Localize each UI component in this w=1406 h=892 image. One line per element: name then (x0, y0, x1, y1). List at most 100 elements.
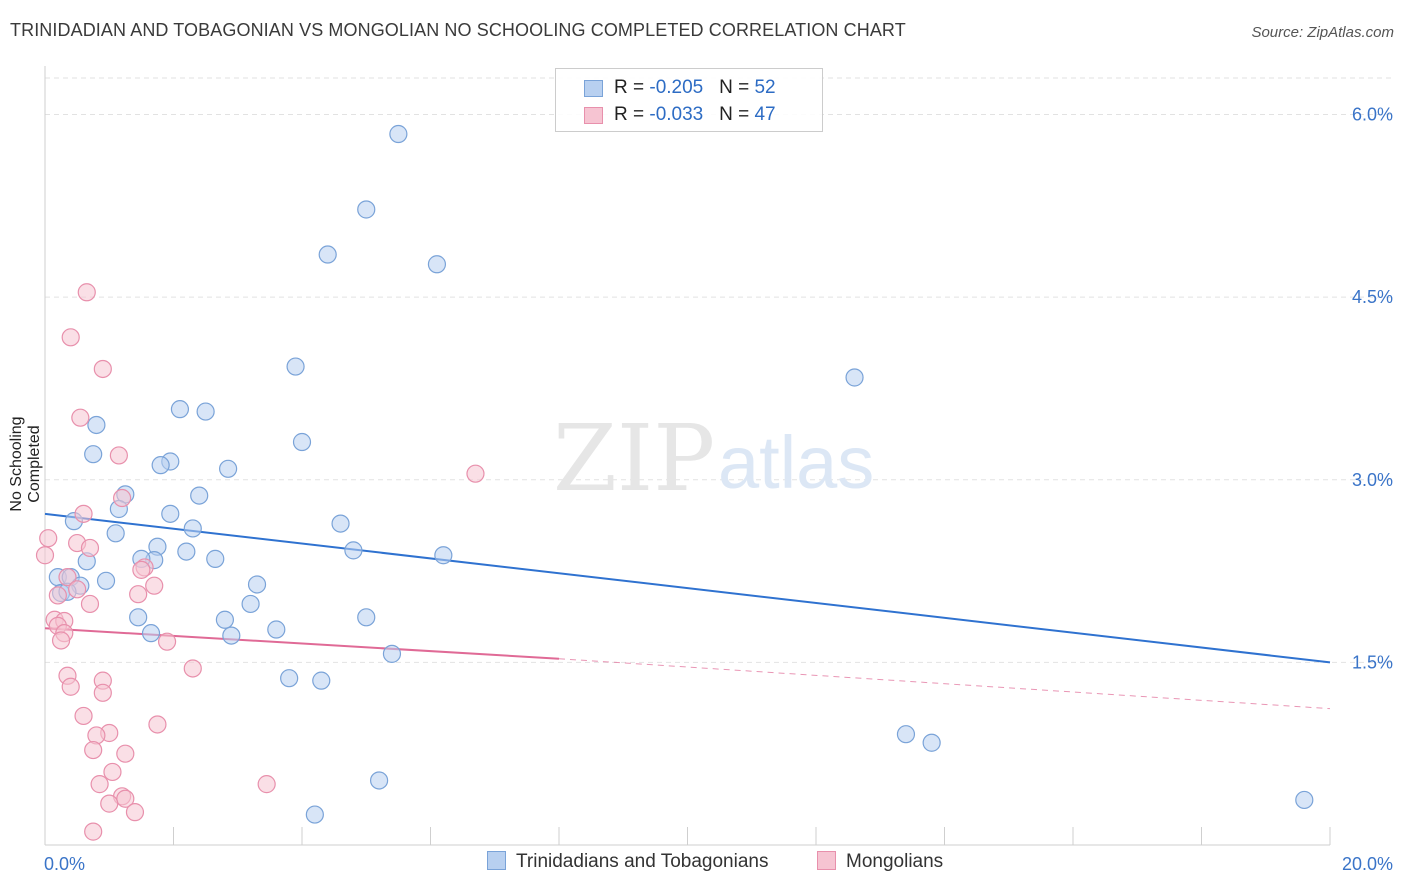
data-point-blue (312, 671, 331, 690)
data-point-blue (190, 486, 209, 505)
data-point-blue (389, 124, 408, 144)
stats-legend: R = -0.205 N = 52 R = -0.033 N = 47 (555, 68, 823, 132)
legend-r-value: -0.205 (649, 77, 704, 98)
data-point-pink (39, 529, 58, 548)
data-point-blue (434, 546, 453, 565)
bottom-legend-swatch-blue (487, 851, 506, 870)
data-point-blue (305, 805, 324, 824)
data-point-blue (292, 432, 312, 452)
data-point-blue (183, 519, 202, 538)
data-point-pink (116, 744, 135, 763)
watermark-atlas: atlas (718, 421, 874, 504)
data-point-blue (106, 524, 125, 543)
data-point-blue (129, 608, 148, 627)
data-point-pink (80, 538, 100, 558)
data-point-pink (71, 408, 90, 427)
data-point-blue (206, 549, 225, 568)
data-point-blue (280, 669, 299, 688)
data-point-blue (84, 445, 103, 464)
bottom-legend-swatch-pink (817, 851, 836, 870)
data-point-blue (370, 771, 389, 790)
y-axis-label: No Schooling Completed (8, 416, 43, 512)
data-point-pink (35, 546, 55, 565)
data-point-pink (58, 568, 77, 587)
data-point-pink (125, 803, 145, 822)
trend-line-pink-extension (558, 658, 1331, 710)
data-point-pink (109, 446, 128, 465)
data-point-pink (48, 586, 67, 605)
data-point-blue (87, 415, 106, 435)
x-tick-label: 20.0% (1342, 854, 1393, 874)
y-tick-label: 4.5% (1352, 287, 1393, 307)
data-point-blue (357, 608, 376, 627)
legend-swatch-pink (584, 107, 603, 124)
data-point-blue (896, 725, 916, 744)
data-point-pink (74, 504, 93, 523)
data-point-pink (51, 631, 71, 650)
data-point-pink (61, 677, 80, 696)
data-point-blue (922, 733, 941, 752)
data-point-pink (132, 560, 151, 579)
data-point-pink (61, 328, 80, 347)
axes: 1.5% 3.0% 4.5% 6.0% 0.0% 20.0% (44, 66, 1393, 874)
data-point-pink (74, 706, 93, 726)
data-point-pink (145, 576, 164, 595)
chart-title: TRINIDADIAN AND TOBAGONIAN VS MONGOLIAN … (10, 20, 906, 40)
data-point-pink (466, 464, 485, 483)
data-point-blue (382, 644, 402, 663)
y-tick-label: 6.0% (1352, 105, 1393, 125)
data-point-blue (318, 245, 337, 264)
data-point-blue (286, 357, 305, 376)
legend-n-value: 52 (754, 77, 776, 98)
data-point-pink (84, 822, 103, 841)
data-point-pink (80, 594, 100, 614)
legend-n-label: N = (719, 104, 755, 125)
data-point-blue (151, 456, 170, 475)
data-point-blue (845, 368, 864, 387)
data-point-pink (257, 775, 276, 794)
legend-r-label: R = (614, 77, 650, 98)
data-point-pink (157, 632, 177, 651)
legend-n-value: 47 (754, 104, 776, 125)
data-point-blue (222, 626, 241, 645)
data-point-blue (215, 610, 234, 629)
bottom-legend-label: Trinidadians and Tobagonians (516, 851, 769, 872)
data-point-blue (344, 541, 363, 560)
data-point-blue (141, 624, 161, 643)
data-point-blue (177, 542, 196, 561)
source-label: Source: ZipAtlas.com (1251, 24, 1394, 41)
data-point-pink (68, 580, 87, 599)
data-point-pink (112, 488, 132, 508)
trend-line-blue (44, 512, 1331, 664)
watermark-zip: ZIP (553, 405, 715, 512)
data-point-pink (84, 740, 103, 760)
data-point-pink (93, 359, 112, 379)
data-point-blue (241, 594, 260, 614)
data-point-pink (100, 794, 119, 813)
data-point-pink (90, 775, 109, 794)
data-point-blue (196, 402, 215, 421)
legend-r-label: R = (614, 104, 650, 125)
legend-r-value: -0.033 (649, 104, 704, 125)
data-point-blue (331, 514, 350, 533)
data-point-blue (161, 504, 180, 523)
data-point-blue (357, 200, 376, 219)
trend-lines (44, 512, 1331, 710)
bottom-legend-pink: Mongolians (817, 851, 943, 873)
data-point-blue (1295, 790, 1314, 810)
data-point-pink (148, 715, 167, 734)
bottom-legend-label: Mongolians (846, 851, 944, 872)
trend-line-pink (44, 627, 560, 660)
grid-lines (45, 77, 1392, 663)
watermark: ZIP atlas (553, 405, 874, 512)
data-point-pink (103, 762, 122, 782)
legend-n-label: N = (719, 77, 755, 98)
data-point-blue (96, 571, 116, 590)
data-points (35, 124, 1314, 841)
data-point-blue (219, 459, 238, 478)
x-tick-label: 0.0% (44, 854, 85, 874)
data-point-blue (170, 400, 190, 419)
data-point-pink (77, 283, 96, 302)
data-point-blue (267, 620, 286, 639)
